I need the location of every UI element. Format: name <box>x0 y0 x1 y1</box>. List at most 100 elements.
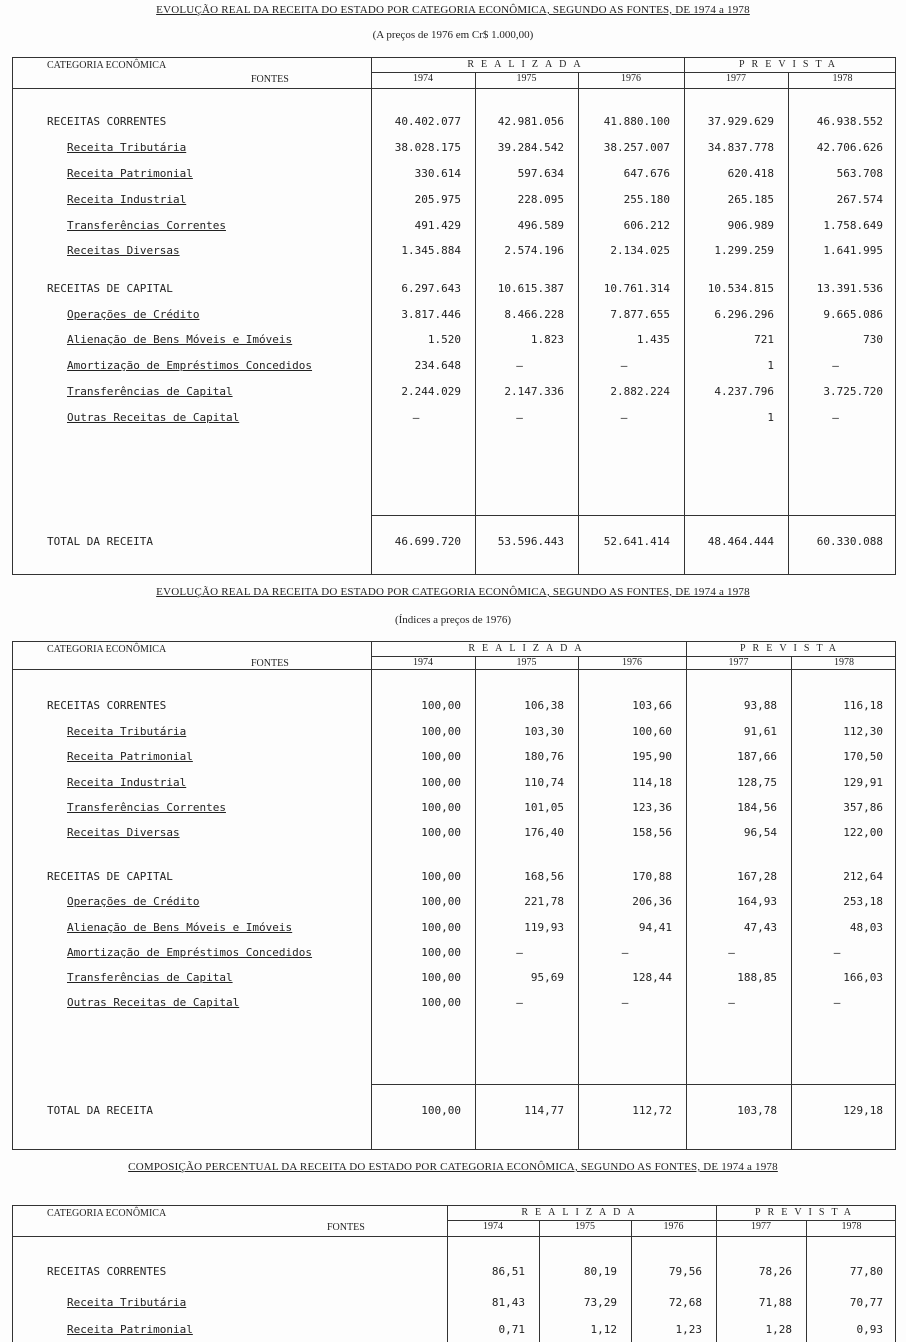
table-row-value: 1,12 <box>590 1323 618 1336</box>
column-divider <box>806 1221 807 1342</box>
table-row-value: 1.299.259 <box>714 244 774 257</box>
table-row-value: 100,00 <box>421 870 461 883</box>
table-row-value: 721 <box>754 333 774 346</box>
column-divider <box>788 73 789 574</box>
data-table: CATEGORIA ECONÔMICA FONTES REALIZADA PREVIS… <box>12 1205 896 1342</box>
table-row-value: 100,00 <box>421 776 461 789</box>
table-row-value: 77,80 <box>849 1265 883 1278</box>
year-header: 1976 <box>621 73 641 84</box>
year-header: 1977 <box>751 1221 771 1232</box>
table-row-value: 10.761.314 <box>603 282 670 295</box>
table-row-label: Receita Tributária <box>67 725 186 738</box>
table-row-value: 1.758.649 <box>823 219 883 232</box>
table-row-value: 100,00 <box>421 996 461 1009</box>
table-row-value: 110,74 <box>524 776 564 789</box>
header-divider <box>13 1236 895 1237</box>
table-row-label-text: RECEITAS CORRENTES <box>47 115 167 128</box>
table-row-label-text: Alienação de Bens Móveis e Imóveis <box>67 333 293 346</box>
table-row-value: – <box>412 411 420 424</box>
table-row-value: 100,00 <box>421 801 461 814</box>
table-row-label: Receitas Diversas <box>67 244 180 257</box>
table-row-label: Operações de Crédito <box>67 895 199 908</box>
table-row-label-text: Operações de Crédito <box>67 895 200 908</box>
table-row-value: 1.520 <box>427 333 461 346</box>
table-row-value: 91,61 <box>743 725 777 738</box>
table-row-value: – <box>620 411 628 424</box>
table-row-value: 1.435 <box>636 333 670 346</box>
table-row-value: 103,30 <box>524 725 564 738</box>
table-row-value: 100,00 <box>421 826 461 839</box>
table-title: EVOLUÇÃO REAL DA RECEITA DO ESTADO POR C… <box>0 4 906 16</box>
table-row-value: 164,93 <box>737 895 777 908</box>
category-header: CATEGORIA ECONÔMICA <box>47 644 167 655</box>
table-row-value: 47,43 <box>743 921 777 934</box>
table-row-value: 188,85 <box>737 971 777 984</box>
table-row-label-text: Receitas Diversas <box>67 826 180 839</box>
sources-header: FONTES <box>327 1222 365 1233</box>
table-row-value: 2.147.336 <box>504 385 564 398</box>
column-divider <box>371 642 372 1149</box>
year-header: 1974 <box>413 73 433 84</box>
table-row-label: Receita Industrial <box>67 193 186 206</box>
total-row-value: 100,00 <box>421 1104 461 1117</box>
table-row-value: 100,00 <box>421 699 461 712</box>
year-header: 1978 <box>834 657 854 668</box>
data-table: CATEGORIA ECONÔMICA FONTES REALIZADA PREVIS… <box>12 641 896 1150</box>
table-row-value: 187,66 <box>737 750 777 763</box>
table-row-label-text: Receita Tributária <box>67 1296 187 1309</box>
table-row-value: 46.938.552 <box>816 115 883 128</box>
table-row-label-text: Receita Industrial <box>67 776 187 789</box>
table-row-value: 255.180 <box>623 193 670 206</box>
table-row-value: – <box>516 996 523 1009</box>
table-row-label-text: RECEITAS DE CAPITAL <box>47 870 173 883</box>
table-row-value: 10.615.387 <box>497 282 564 295</box>
table-row-label: Alienação de Bens Móveis e Imóveis <box>67 333 292 346</box>
table-row-value: 4.237.796 <box>714 385 774 398</box>
table-row-value: 42.706.626 <box>816 141 883 154</box>
table-row-value: – <box>516 359 523 372</box>
table-row-value: 100,00 <box>421 946 461 959</box>
table-row-value: 563.708 <box>836 167 883 180</box>
table-row-value: 6.296.296 <box>714 308 774 321</box>
table-row-value: 234.648 <box>414 359 461 372</box>
table-row-value: 119,93 <box>524 921 564 934</box>
table-row-value: 9.665.086 <box>823 308 883 321</box>
table-row-label: Receita Industrial <box>67 776 186 789</box>
table-row-value: 78,26 <box>758 1265 792 1278</box>
table-row-label-text: RECEITAS DE CAPITAL <box>47 282 173 295</box>
table-row-label: Transferências de Capital <box>67 385 233 398</box>
table-row-value: 100,60 <box>632 725 672 738</box>
table-row-value: 730 <box>863 333 883 346</box>
table-row-value: 41.880.100 <box>603 115 670 128</box>
table-row-label-text: Receita Patrimonial <box>67 750 193 763</box>
table-title-text: EVOLUÇÃO REAL DA RECEITA DO ESTADO POR C… <box>156 586 750 598</box>
table-row-value: 180,76 <box>524 750 564 763</box>
table-row-value: 81,43 <box>491 1296 525 1309</box>
table-row-value: 10.534.815 <box>707 282 774 295</box>
table-row-value: 0,71 <box>498 1323 526 1336</box>
table-row-value: 496.589 <box>517 219 564 232</box>
table-row-value: 0,93 <box>856 1323 884 1336</box>
total-row-label: TOTAL DA RECEITA <box>47 1104 153 1117</box>
table-title: COMPOSIÇÃO PERCENTUAL DA RECEITA DO ESTA… <box>0 1161 906 1173</box>
table-row-label-text: Receita Tributária <box>67 725 187 738</box>
header-group-divider <box>371 656 895 657</box>
table-row-label: RECEITAS CORRENTES <box>47 1265 166 1278</box>
table-row-value: 80,19 <box>583 1265 617 1278</box>
table-row-value: 1.641.995 <box>823 244 883 257</box>
table-row-value: 1.345.884 <box>401 244 461 257</box>
table-row-value: 70,77 <box>849 1296 883 1309</box>
table-row-value: 906.989 <box>727 219 774 232</box>
table-row-value: 1 <box>767 359 774 372</box>
table-row-value: 195,90 <box>632 750 672 763</box>
table-row-label: Receita Tributária <box>67 141 186 154</box>
table-row-value: 106,38 <box>524 699 564 712</box>
year-header: 1977 <box>726 73 746 84</box>
table-row-label: RECEITAS CORRENTES <box>47 699 166 712</box>
table-row-value: 647.676 <box>623 167 670 180</box>
table-row-label: Outras Receitas de Capital <box>67 996 239 1009</box>
column-divider <box>578 73 579 574</box>
table-title-text: EVOLUÇÃO REAL DA RECEITA DO ESTADO POR C… <box>156 4 750 16</box>
column-divider <box>686 642 687 1149</box>
total-row-value: 48.464.444 <box>707 535 774 548</box>
